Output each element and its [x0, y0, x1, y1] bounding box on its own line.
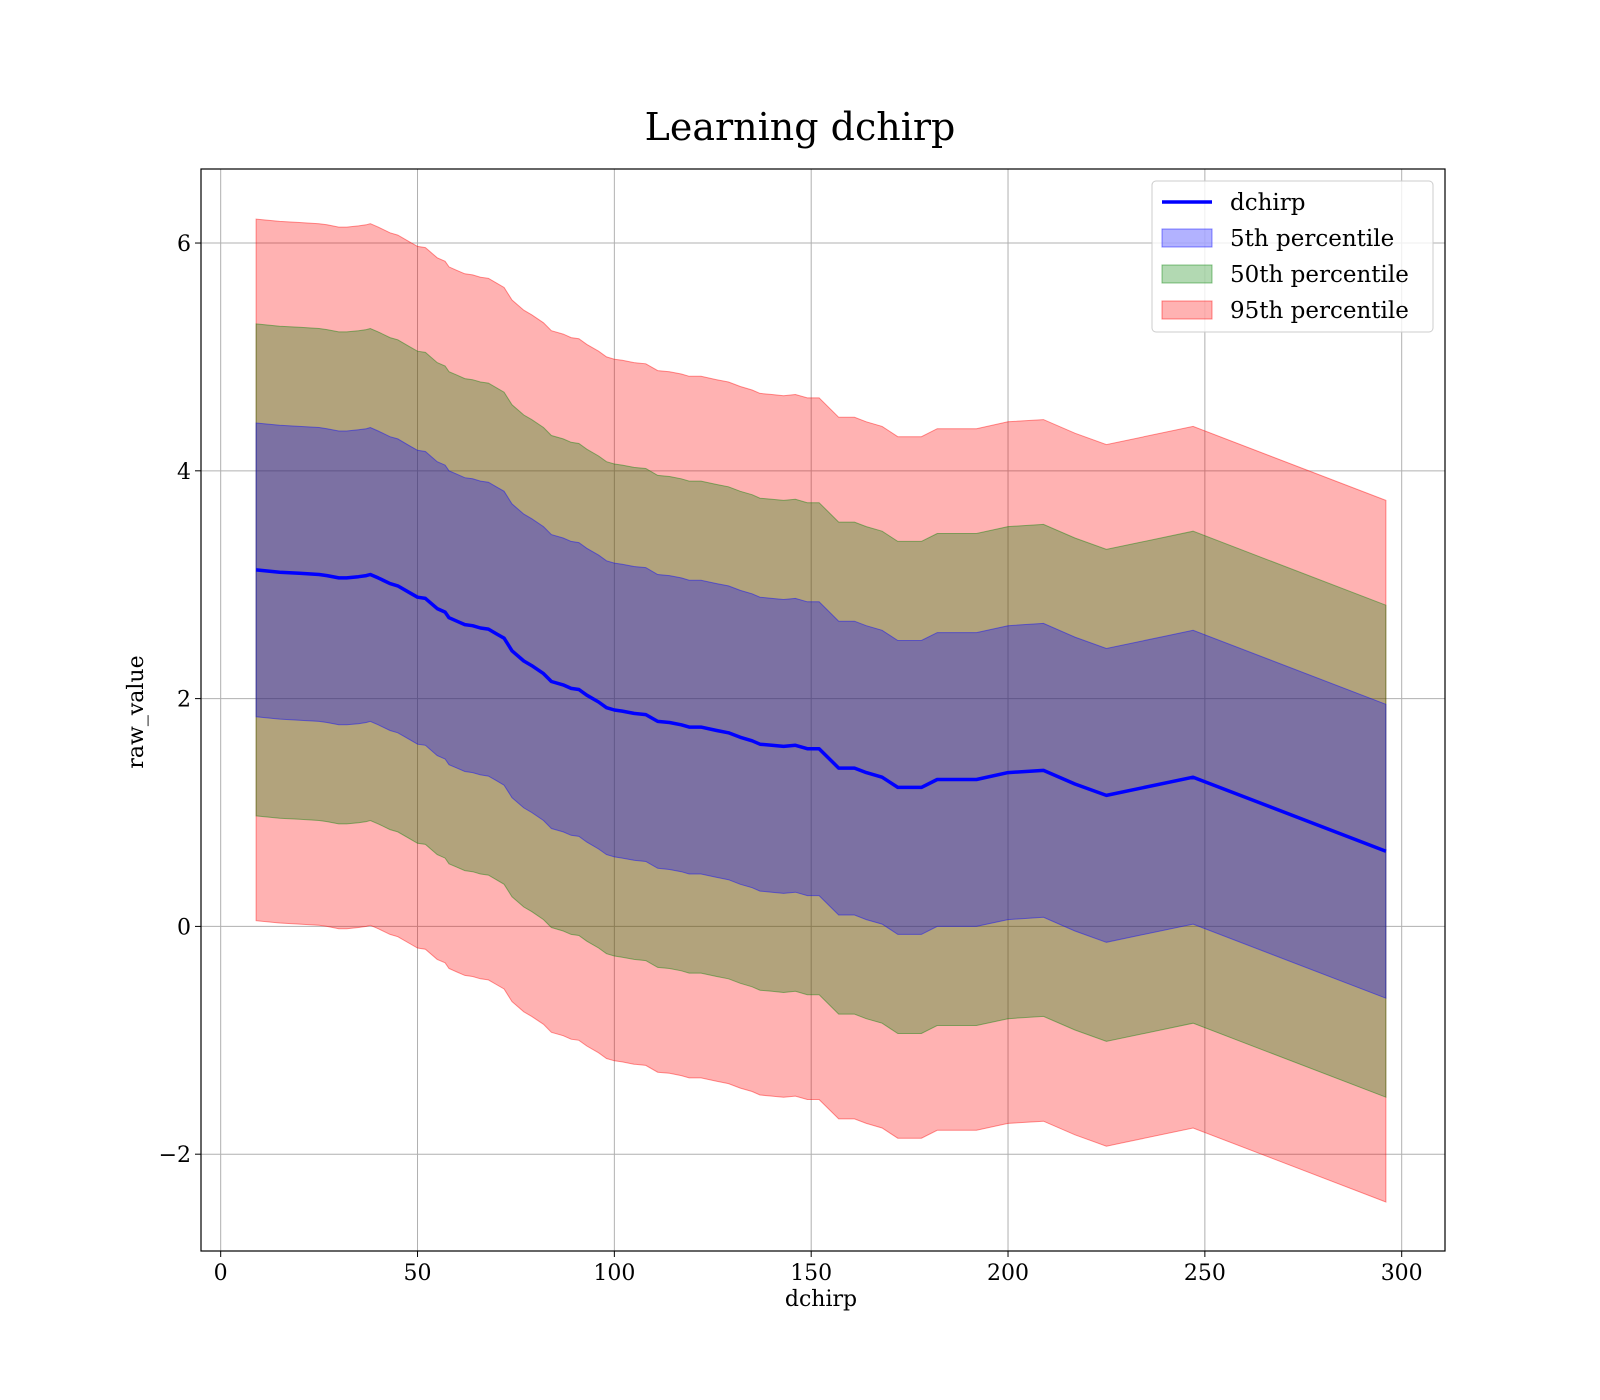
axis-ticks: 0 50 100 150 200 250 300 −2 0 2 4 6 — [159, 232, 1423, 1286]
x-tick-label: 150 — [790, 1261, 832, 1286]
plot-frame — [200, 168, 1446, 1252]
y-axis-label: raw_value — [124, 655, 149, 768]
legend-patch-swatch — [1161, 300, 1213, 320]
legend-label: 5th percentile — [1230, 226, 1394, 252]
x-tick-label: 100 — [593, 1261, 635, 1286]
series-lines — [255, 568, 1387, 853]
x-tick-label: 50 — [404, 1261, 432, 1286]
band-5th-percentile — [255, 422, 1387, 999]
series-line-dchirp — [255, 568, 1387, 853]
y-tick-label: 2 — [177, 688, 191, 713]
y-tick-label: 0 — [177, 915, 191, 940]
y-tick-label: −2 — [159, 1143, 191, 1168]
x-tick-label: 250 — [1184, 1261, 1226, 1286]
band-50th-percentile — [255, 323, 1387, 1098]
chart-title: Learning dchirp — [645, 105, 956, 149]
legend-label: 95th percentile — [1230, 298, 1409, 324]
legend-box — [1151, 180, 1434, 333]
legend-patch-swatch — [1161, 228, 1213, 248]
x-tick-label: 0 — [214, 1261, 228, 1286]
legend-label: 50th percentile — [1230, 262, 1409, 288]
percentile-bands — [255, 218, 1387, 1203]
y-tick-label: 6 — [177, 232, 191, 257]
x-axis-label: dchirp — [785, 1287, 857, 1312]
legend-patch-swatch — [1161, 264, 1213, 284]
band-95th-percentile — [255, 218, 1387, 1203]
legend-label: dchirp — [1230, 190, 1306, 216]
x-tick-label: 300 — [1381, 1261, 1423, 1286]
y-tick-label: 4 — [177, 460, 191, 485]
x-tick-label: 200 — [987, 1261, 1029, 1286]
legend: dchirp 5th percentile 50th percentile 95th … — [1151, 180, 1434, 333]
grid — [201, 169, 1445, 1251]
